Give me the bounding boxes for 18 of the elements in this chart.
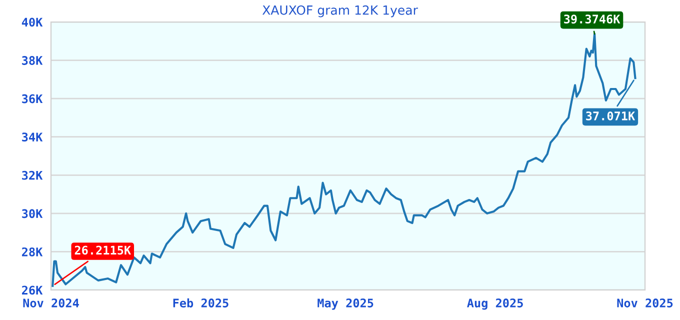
y-tick-label: 36K	[22, 94, 43, 104]
y-tick-label: 26K	[22, 286, 43, 295]
y-tick-label: 40K	[22, 18, 43, 27]
x-tick-label: Nov 2024	[23, 298, 79, 308]
x-tick-label: May 2025	[318, 298, 374, 310]
annotation: 37.071K	[586, 111, 636, 120]
line-series	[52, 32, 636, 287]
x-tick-label: Aug 2025	[467, 298, 523, 310]
x-tick-label: Nov 2025	[617, 298, 673, 308]
chart-title: XAUXOF gram 12K 1year	[262, 5, 418, 18]
y-tick-label: 34K	[22, 132, 43, 142]
y-tick-label: 30K	[22, 209, 43, 218]
y-tick-label: 38K	[22, 56, 43, 65]
y-tick-label: 28K	[22, 247, 43, 256]
annotation: 26.2115K	[74, 246, 132, 255]
annotation: 39.3746K	[564, 14, 620, 24]
y-tick-label: 32K	[22, 170, 43, 180]
x-tick-label: Feb 2025	[173, 298, 228, 308]
